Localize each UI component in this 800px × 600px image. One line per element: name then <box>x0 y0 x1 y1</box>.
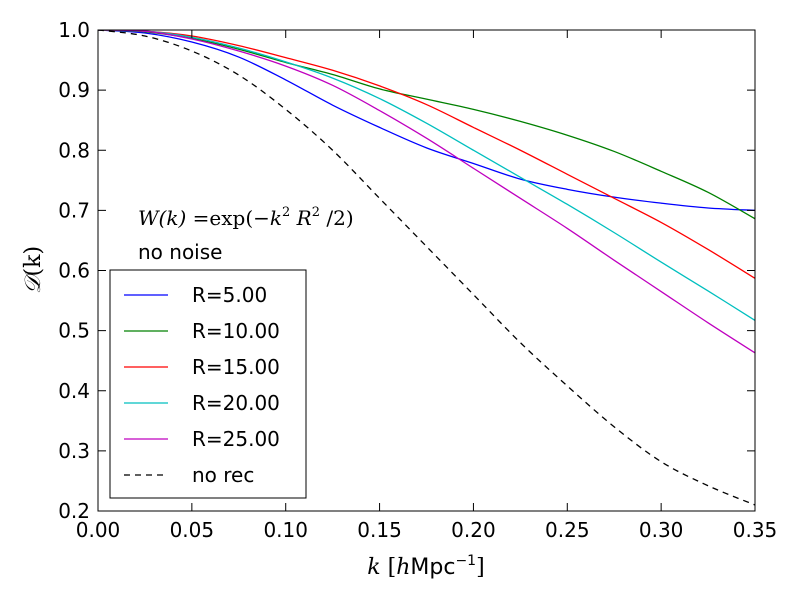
x-tick-label: 0.20 <box>451 518 496 542</box>
series-line-r-5-00 <box>98 30 755 212</box>
series-layer <box>98 30 755 506</box>
formula-open: (− <box>245 206 270 230</box>
y-axis-label-args: (k) <box>21 246 46 277</box>
formula-close: /2) <box>326 206 353 230</box>
formula-R-exp: 2 <box>312 205 320 220</box>
y-tick-label: 0.5 <box>58 319 90 343</box>
legend-label: R=10.00 <box>192 319 280 343</box>
series-line-r-10-00 <box>98 30 755 220</box>
legend-label: R=15.00 <box>192 355 280 379</box>
annotation-no-noise: no noise <box>138 240 222 264</box>
legend-label: R=5.00 <box>192 283 267 307</box>
series-line-r-25-00 <box>98 30 755 354</box>
x-tick-label: 0.30 <box>639 518 684 542</box>
x-tick-label: 0.35 <box>733 518 778 542</box>
legend-label: R=20.00 <box>192 391 280 415</box>
y-tick-label: 0.3 <box>58 439 90 463</box>
y-tick-label: 0.2 <box>58 499 90 523</box>
y-axis-ticks: 0.2 0.3 0.4 0.5 0.6 0.7 0.8 0.9 1.0 <box>58 18 755 523</box>
y-axis-label: 𝒟(k) <box>21 246 46 294</box>
x-axis-label-exponent: −1 <box>455 553 476 569</box>
series-line-r-20-00 <box>98 30 755 321</box>
legend-label: R=25.00 <box>192 427 280 451</box>
y-tick-label: 0.6 <box>58 259 90 283</box>
x-axis-label-var: k <box>367 555 380 580</box>
formula-k-exp: 2 <box>282 205 290 220</box>
x-axis-label-unit-rest: Mpc <box>410 555 455 580</box>
y-tick-label: 0.4 <box>58 379 90 403</box>
formula-lhs: W(k) <box>138 206 186 230</box>
x-tick-label: 0.05 <box>170 518 215 542</box>
formula-eq: = <box>193 206 210 230</box>
x-tick-label: 0.00 <box>76 518 121 542</box>
x-tick-label: 0.15 <box>357 518 402 542</box>
legend: R=5.00 R=10.00 R=15.00 R=20.00 R=25.00 no rec <box>109 269 307 499</box>
legend-label: no rec <box>192 463 254 487</box>
x-axis-label: k [hMpc−1] <box>367 553 484 580</box>
y-tick-label: 0.7 <box>58 198 90 222</box>
x-axis-label-bracket-close: ] <box>476 555 485 580</box>
x-tick-label: 0.25 <box>545 518 590 542</box>
formula-k: k <box>270 206 282 230</box>
x-axis-label-bracket-open: [ <box>388 555 397 580</box>
legend-box <box>109 269 307 499</box>
formula-fn: exp <box>209 206 245 230</box>
y-axis-label-script: 𝒟 <box>21 272 46 294</box>
x-axis-ticks: 0.00 0.05 0.10 0.15 0.20 0.25 0.30 0.35 <box>76 30 778 542</box>
formula-R: R <box>296 206 312 230</box>
x-axis-label-unit-h: h <box>396 555 410 580</box>
y-tick-label: 0.8 <box>58 138 90 162</box>
y-tick-label: 1.0 <box>58 18 90 42</box>
x-tick-label: 0.10 <box>263 518 308 542</box>
series-line-r-15-00 <box>98 30 755 279</box>
annotation-formula: W(k) =exp(−k2 R2 /2) <box>138 205 354 230</box>
y-tick-label: 0.9 <box>58 78 90 102</box>
